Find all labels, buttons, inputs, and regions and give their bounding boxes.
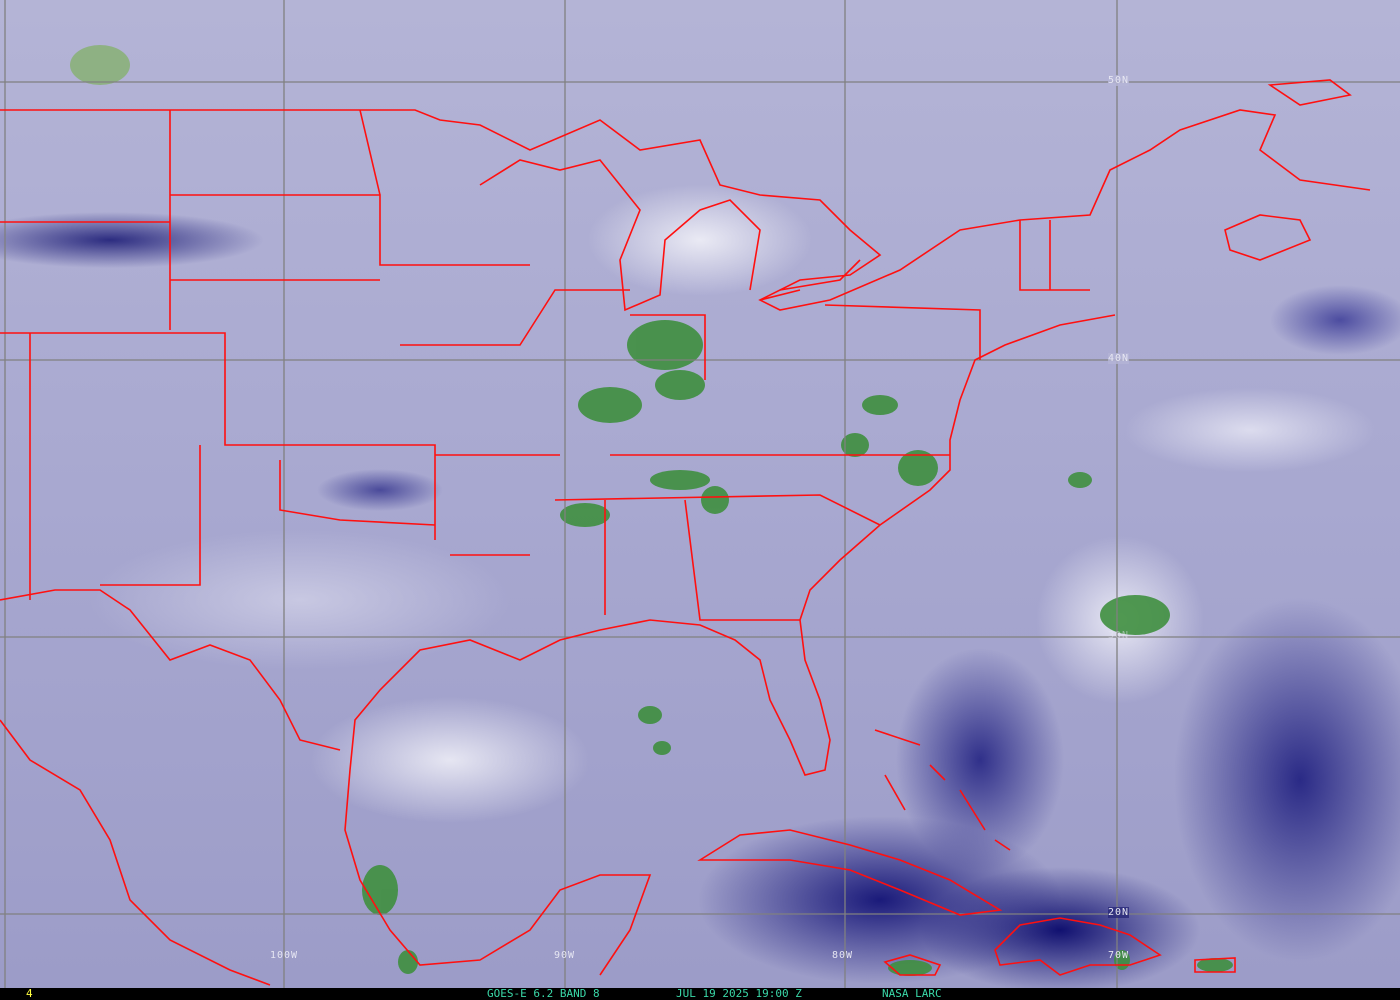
satellite-band: GOES-E 6.2 BAND 8 (487, 987, 600, 1000)
cloud-cluster (653, 741, 671, 755)
us-mexico-border (0, 589, 341, 751)
cloud-cluster (701, 486, 729, 514)
cloud-cluster (560, 503, 610, 527)
lat-label: 50N (1108, 75, 1130, 86)
bahamas (874, 729, 1011, 851)
lon-label: 80W (832, 950, 854, 961)
cloud-cluster (1197, 958, 1233, 972)
state-lines (0, 109, 1090, 621)
political-borders (0, 79, 1371, 986)
credit: NASA LARC (882, 987, 942, 1000)
jamaica (883, 954, 942, 976)
cloud-cluster (1100, 595, 1170, 635)
cloud-cluster (70, 45, 130, 85)
timestamp: JUL 19 2025 19:00 Z (676, 987, 802, 1000)
lat-label: 40N (1108, 353, 1130, 364)
lon-label: 70W (1108, 950, 1130, 961)
cloud-cluster (638, 706, 662, 724)
frame-number: 4 (26, 987, 33, 1000)
hispaniola (994, 917, 1162, 976)
info-bar: 4 GOES-E 6.2 BAND 8 JUL 19 2025 19:00 Z … (0, 988, 1400, 1000)
cloud-cluster (841, 433, 869, 457)
cloud-cluster (627, 320, 703, 370)
cloud-cluster (888, 960, 932, 976)
cloud-cluster (898, 450, 938, 486)
lat-label: 30N (1108, 630, 1130, 641)
cloud-cluster (398, 950, 418, 974)
cuba (697, 829, 1003, 916)
lon-label: 100W (270, 950, 299, 961)
cloud-cluster (578, 387, 642, 423)
cloud-cluster (862, 395, 898, 415)
cloud-cluster (650, 470, 710, 490)
cloud-cluster (1068, 472, 1092, 488)
puerto-rico (1194, 957, 1236, 973)
cloud-tops (70, 45, 1233, 976)
great-lakes (479, 159, 861, 312)
newfoundland-nova-scotia (1224, 79, 1352, 261)
lon-label: 90W (554, 950, 576, 961)
mexico-pacific-coast (0, 719, 271, 986)
cloud-cluster (362, 865, 398, 915)
us-atlantic-coast (344, 314, 1116, 976)
lat-label: 20N (1108, 907, 1130, 918)
cloud-cluster (655, 370, 705, 400)
